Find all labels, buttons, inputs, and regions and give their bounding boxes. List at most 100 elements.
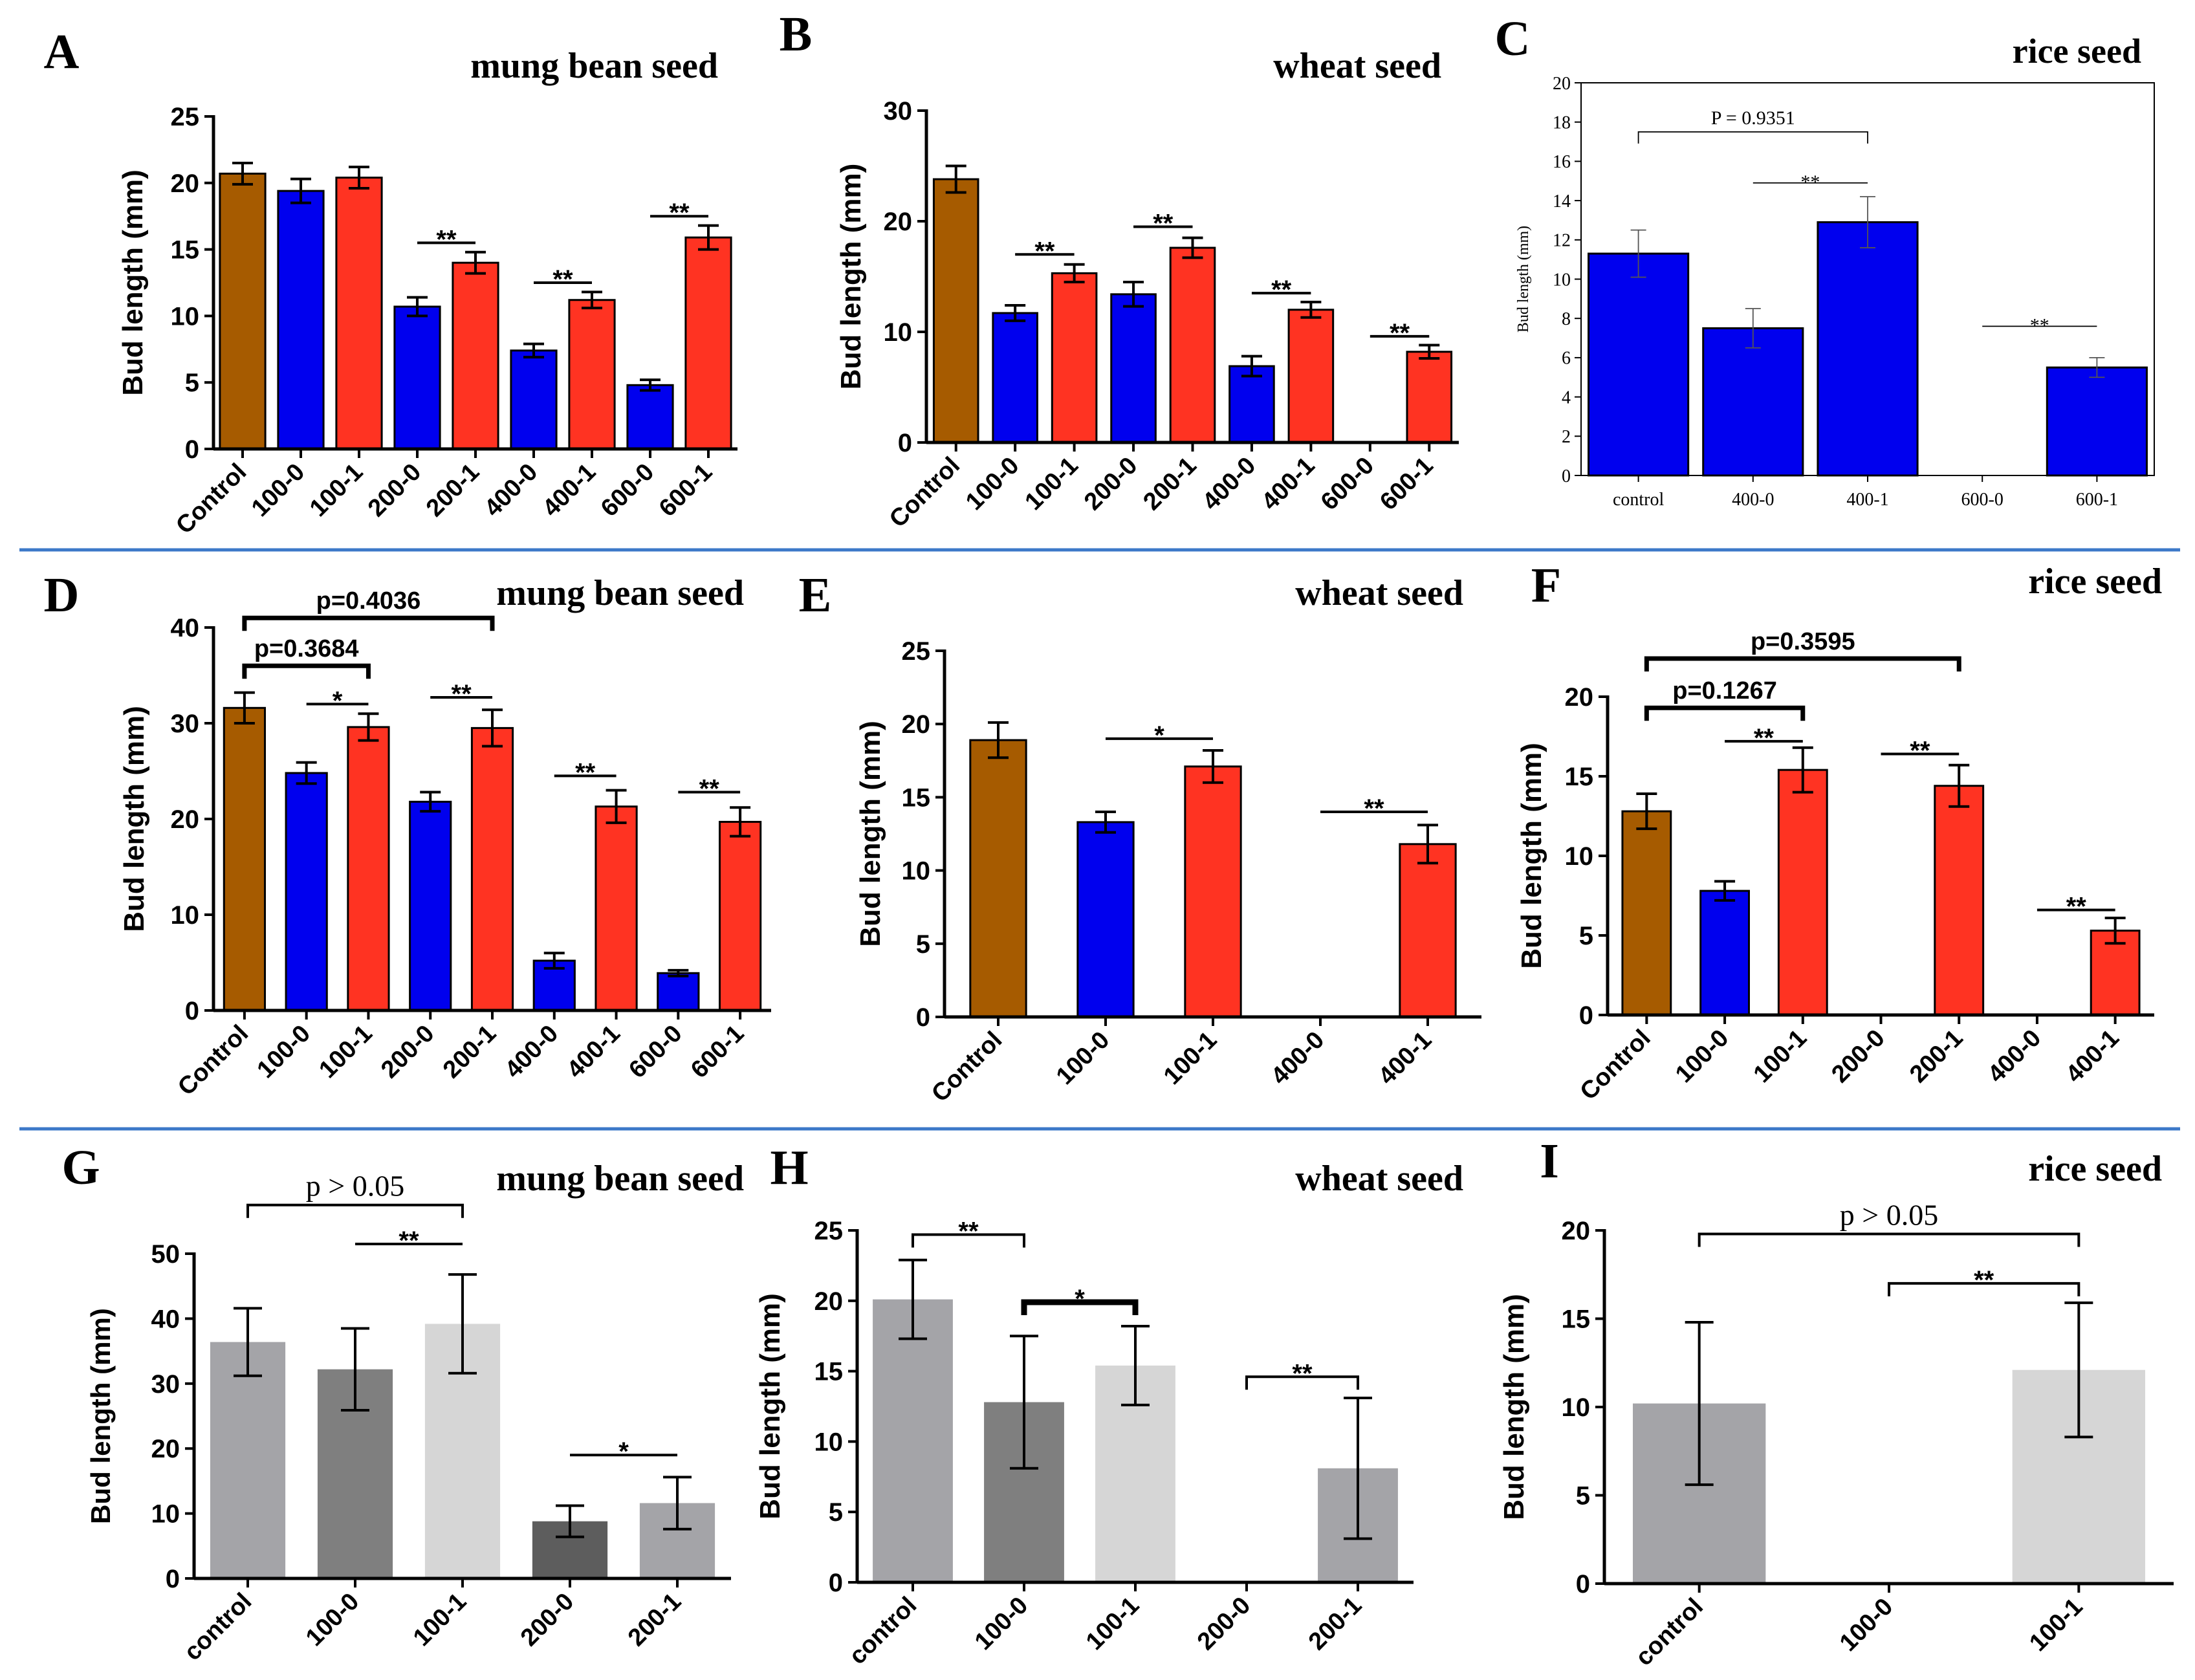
y-tick-label: 5	[829, 1498, 843, 1527]
significance-label: *	[618, 1437, 629, 1466]
x-tick-label: 100-0	[1835, 1593, 1898, 1657]
x-tick-label: 600-1	[1375, 452, 1438, 516]
bar	[1399, 843, 1457, 1018]
y-tick-label: 0	[1576, 1570, 1590, 1598]
x-tick-label: 200-1	[1304, 1592, 1367, 1655]
x-tick-label: Control	[173, 1020, 254, 1101]
y-tick-label: 20	[1565, 683, 1594, 712]
bar	[568, 299, 616, 450]
chart-title: wheat seed	[1273, 46, 1441, 86]
bar	[1934, 785, 1985, 1016]
x-tick-label: 200-0	[1192, 1592, 1256, 1655]
x-tick-label: control	[1613, 490, 1665, 510]
x-tick-label: 100-1	[1020, 452, 1084, 516]
x-tick-label: 100-1	[314, 1020, 377, 1084]
bar	[992, 312, 1038, 444]
chart-title: wheat seed	[1295, 573, 1463, 613]
x-tick-label: 400-1	[1256, 452, 1320, 516]
y-axis-label: Bud length (mm)	[117, 169, 149, 396]
bar	[285, 772, 328, 1012]
chart-title: mung bean seed	[470, 46, 718, 86]
y-tick-label: 10	[814, 1428, 844, 1456]
bar	[210, 1342, 286, 1578]
significance-label: p=0.3684	[254, 635, 359, 662]
y-axis-label: Bud length (mm)	[1515, 226, 1532, 333]
y-tick-label: 15	[1562, 1305, 1591, 1334]
x-tick-label: 200-1	[1138, 452, 1201, 516]
x-tick-label: 200-1	[623, 1588, 686, 1652]
x-tick-label: 400-1	[562, 1020, 625, 1084]
significance-bracket	[1644, 656, 1961, 671]
chart-title: rice seed	[2013, 32, 2141, 71]
x-tick-label: 100-0	[1051, 1027, 1115, 1090]
y-tick-label: 14	[1553, 191, 1571, 212]
significance-label: p > 0.05	[306, 1170, 404, 1203]
y-tick-label: 20	[171, 805, 200, 834]
panel-letter: G	[61, 1140, 100, 1195]
bar	[393, 305, 441, 450]
x-tick-label: 600-0	[624, 1020, 687, 1084]
significance-bracket	[242, 615, 495, 631]
y-tick-label: 0	[1579, 1001, 1593, 1030]
chart-title: wheat seed	[1295, 1159, 1463, 1199]
significance-bracket	[242, 663, 371, 679]
significance-label: **	[552, 265, 573, 294]
significance-bracket	[1021, 1299, 1139, 1315]
bar	[1702, 327, 1804, 477]
y-tick-label: 30	[884, 97, 913, 125]
y-tick-label: 20	[151, 1435, 180, 1463]
y-tick-label: 40	[171, 614, 200, 642]
significance-label: **	[1034, 237, 1055, 265]
x-tick-label: 100-1	[305, 459, 368, 522]
bar	[1051, 272, 1098, 444]
y-tick-label: 10	[884, 318, 913, 347]
x-tick-label: 100-0	[252, 1020, 316, 1084]
y-tick-label: 20	[1562, 1217, 1591, 1245]
panel-letter: E	[799, 568, 832, 622]
x-tick-label: 200-0	[1079, 452, 1142, 516]
chart-title: rice seed	[2028, 562, 2162, 602]
x-tick-label: control	[1630, 1593, 1709, 1672]
y-tick-label: 15	[902, 783, 931, 812]
y-axis-label: Bud length (mm)	[1498, 1294, 1530, 1520]
x-tick-label: 400-0	[1266, 1027, 1329, 1090]
bar	[595, 805, 638, 1012]
y-tick-label: 0	[166, 1565, 180, 1593]
y-tick-label: 25	[171, 103, 200, 131]
bar	[1699, 889, 1750, 1016]
x-tick-label: 400-0	[500, 1020, 563, 1084]
y-tick-label: 0	[916, 1003, 930, 1032]
bar	[223, 706, 266, 1012]
significance-label: p=0.1267	[1672, 677, 1777, 704]
panel-letter: C	[1495, 12, 1531, 66]
bar	[1777, 769, 1828, 1016]
significance-label: **	[1754, 724, 1775, 752]
bar	[219, 172, 267, 450]
y-tick-label: 10	[1565, 842, 1594, 871]
significance-label: **	[1292, 1359, 1313, 1388]
y-tick-label: 8	[1562, 309, 1571, 329]
significance-label: **	[399, 1227, 419, 1255]
x-tick-label: 100-1	[2024, 1593, 2088, 1657]
x-tick-label: 400-0	[1732, 490, 1774, 510]
bar	[1287, 309, 1335, 444]
x-tick-label: 100-0	[961, 452, 1024, 516]
x-tick-label: 600-1	[686, 1020, 749, 1084]
x-tick-label: 600-0	[1316, 452, 1379, 516]
x-tick-label: 600-1	[654, 459, 717, 522]
bar	[452, 261, 499, 450]
x-tick-label: Control	[1575, 1025, 1656, 1106]
x-tick-label: 100-1	[408, 1588, 472, 1652]
x-tick-label: 600-0	[1961, 490, 2004, 510]
significance-label: **	[436, 225, 457, 254]
bar	[873, 1299, 953, 1582]
y-tick-label: 10	[151, 1500, 180, 1529]
y-tick-label: 40	[151, 1305, 180, 1333]
y-tick-label: 2	[1562, 427, 1571, 447]
